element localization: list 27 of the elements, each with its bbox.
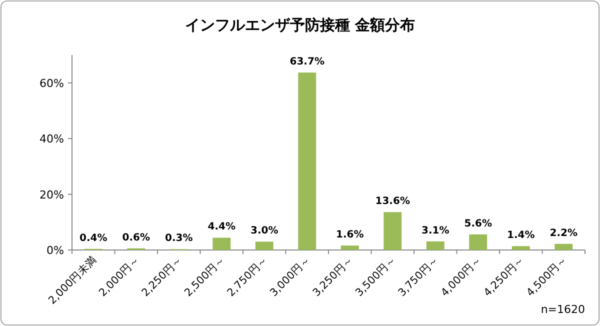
data-label: 5.6% <box>464 218 492 230</box>
data-label: 0.3% <box>165 233 193 244</box>
bar <box>469 234 488 250</box>
y-tick-label: 0% <box>46 244 64 257</box>
text: n=1620 <box>540 303 585 316</box>
data-label: 1.6% <box>336 230 364 241</box>
data-label: 2.2% <box>550 228 578 239</box>
bar <box>554 244 573 250</box>
data-label: 3.0% <box>250 226 278 237</box>
y-tick-label: 40% <box>40 132 64 146</box>
y-tick-label: 20% <box>40 188 64 202</box>
data-label: 0.4% <box>80 232 108 244</box>
bar <box>255 242 274 250</box>
bar <box>384 212 402 250</box>
data-label: 0.6% <box>122 232 150 244</box>
bar <box>212 238 231 250</box>
bar <box>426 241 444 250</box>
data-label: 1.4% <box>507 230 535 242</box>
bar <box>512 246 530 250</box>
data-label: 4.4% <box>208 222 236 233</box>
bar <box>340 246 359 250</box>
data-label: 13.6% <box>375 196 410 208</box>
y-tick-label: 60% <box>40 76 64 90</box>
bar <box>298 72 316 250</box>
data-label: 63.7% <box>290 56 324 68</box>
chart-title: インフルエンザ予防接種 金額分布 <box>184 16 416 34</box>
data-label: 3.1% <box>422 225 450 236</box>
